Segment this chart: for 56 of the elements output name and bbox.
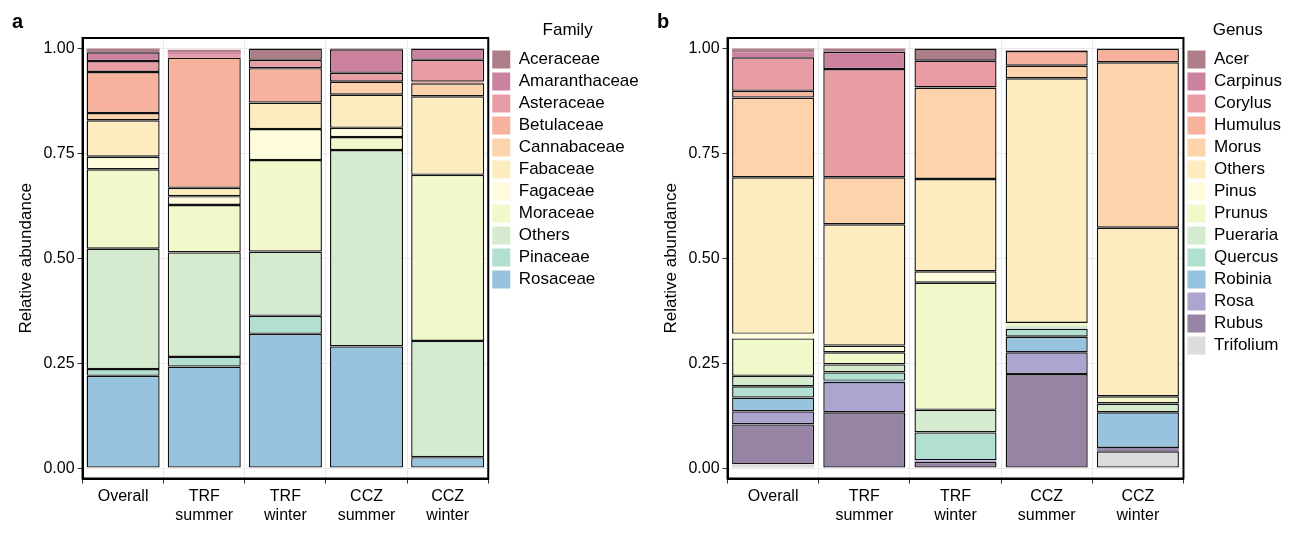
- legend-label: Moraceae: [518, 203, 595, 223]
- y-tick-label: 0.00: [43, 458, 75, 476]
- legend-label: Corylus: [1213, 93, 1272, 113]
- bar: [732, 48, 815, 53]
- legend-label: Prunus: [1213, 203, 1268, 223]
- legend-label: Trifolium: [1213, 335, 1279, 355]
- legend-label: Rosaceae: [518, 269, 596, 289]
- y-tick-label: 0.25: [43, 353, 75, 371]
- legend-label: Others: [1213, 159, 1265, 179]
- legend-label: Carpinus: [1213, 71, 1283, 91]
- legend-label: Betulaceae: [518, 115, 604, 135]
- chart-title: a: [12, 9, 24, 32]
- y-tick-label: 0.00: [688, 458, 720, 476]
- legend-label: Others: [518, 225, 570, 245]
- legend-label: Aceraceae: [518, 49, 601, 69]
- legend-label: Pueraria: [1213, 225, 1279, 245]
- y-axis-title: Relative abundance: [660, 183, 680, 334]
- y-axis-title: Relative abundance: [15, 183, 35, 334]
- legend-label: Fagaceae: [518, 181, 595, 201]
- y-tick-label: 0.50: [43, 248, 75, 266]
- x-tick-label: Overall: [97, 486, 149, 504]
- y-tick-label: 0.75: [688, 143, 720, 161]
- legend-title: Family: [542, 20, 594, 40]
- legend-label: Pinus: [1213, 181, 1257, 201]
- legend-label: Asteraceae: [518, 93, 605, 113]
- y-tick-label: 0.75: [43, 143, 75, 161]
- y-tick-label: 1.00: [688, 38, 720, 56]
- x-tick-label: TRF winter: [263, 486, 308, 523]
- legend-label: Quercus: [1213, 247, 1279, 267]
- x-tick-label: CCZ summer: [1017, 486, 1077, 523]
- x-tick-label: Overall: [747, 486, 799, 504]
- y-tick-label: 0.25: [688, 353, 720, 371]
- x-tick-label: TRF summer: [835, 486, 894, 523]
- y-tick-label: 0.50: [688, 248, 720, 266]
- legend-label: Acer: [1213, 49, 1250, 69]
- bar: [86, 48, 160, 53]
- x-tick-label: TRF winter: [933, 486, 978, 523]
- legend-label: Amaranthaceae: [518, 71, 639, 91]
- legend-label: Robinia: [1213, 269, 1273, 289]
- legend-label: Rubus: [1213, 313, 1264, 333]
- x-tick-label: CCZ summer: [337, 486, 397, 523]
- legend-label: Morus: [1213, 137, 1262, 157]
- bar: [732, 464, 815, 468]
- legend-label: Cannabaceae: [518, 137, 625, 157]
- legend-label: Humulus: [1213, 115, 1282, 135]
- legend-label: Rosa: [1213, 291, 1255, 311]
- chart-title: b: [657, 9, 670, 32]
- y-tick-label: 1.00: [43, 38, 75, 56]
- bar: [823, 48, 906, 52]
- bar: [732, 52, 815, 58]
- x-tick-label: CCZ winter: [1115, 486, 1160, 523]
- legend-title: Genus: [1212, 20, 1263, 40]
- legend-label: Pinaceae: [518, 247, 590, 267]
- x-tick-label: CCZ winter: [425, 486, 470, 523]
- x-tick-label: TRF summer: [175, 486, 234, 523]
- legend-label: Fabaceae: [518, 159, 595, 179]
